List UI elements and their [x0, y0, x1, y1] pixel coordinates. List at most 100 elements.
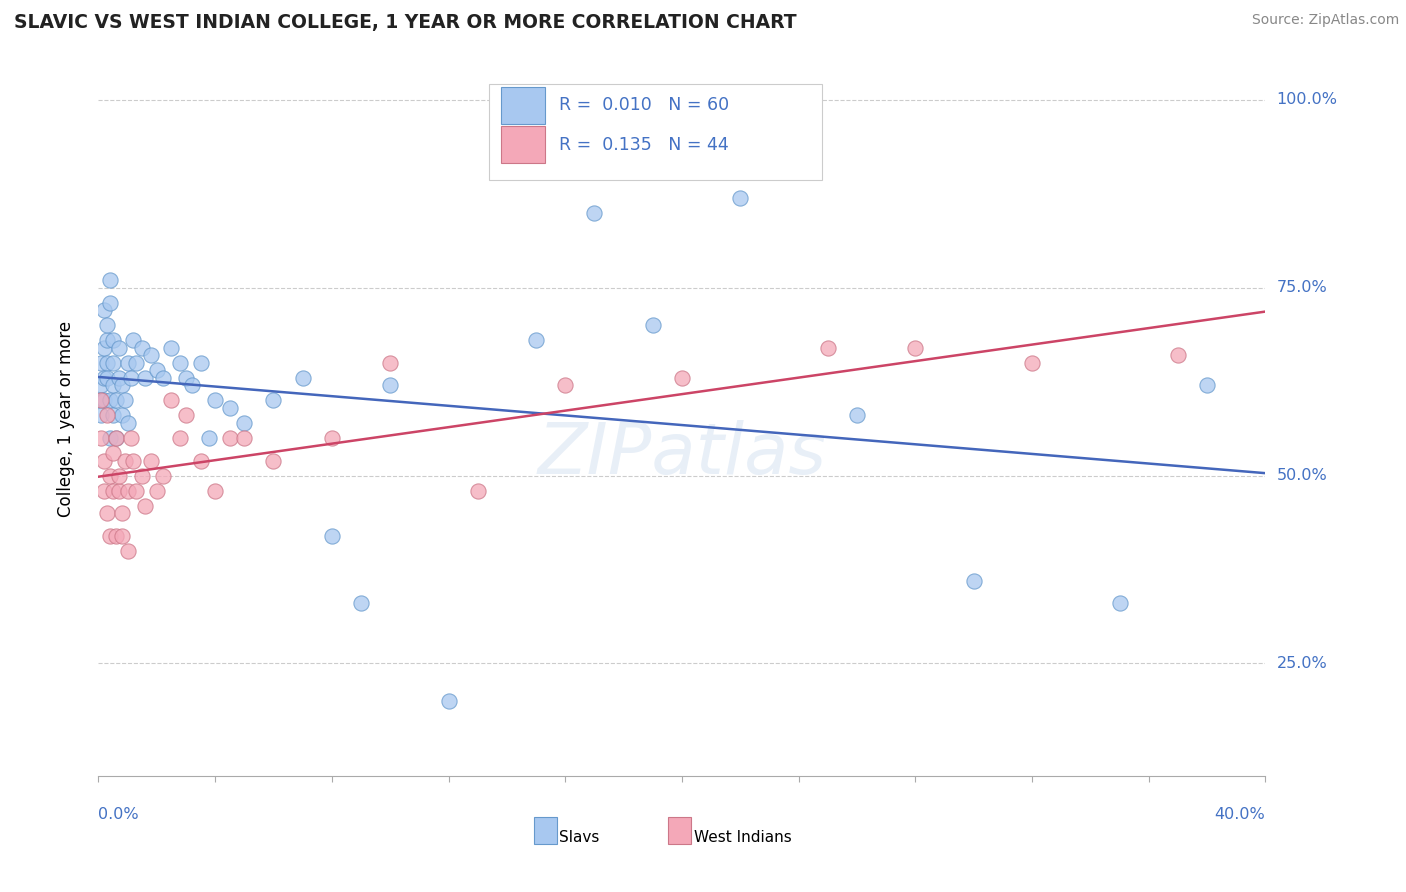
- Point: [152, 371, 174, 385]
- Point: [152, 468, 174, 483]
- Point: [98, 273, 121, 287]
- Text: 100.0%: 100.0%: [1277, 93, 1337, 108]
- Point: [321, 529, 343, 543]
- Point: [146, 363, 169, 377]
- Point: [96, 506, 118, 520]
- Point: [90, 393, 112, 408]
- Point: [98, 529, 121, 543]
- Point: [122, 334, 145, 348]
- Point: [90, 393, 112, 408]
- Point: [174, 371, 197, 385]
- Bar: [534, 817, 557, 844]
- Bar: [668, 817, 692, 844]
- Point: [117, 483, 139, 498]
- Point: [125, 356, 148, 370]
- Bar: [501, 126, 546, 163]
- Point: [125, 483, 148, 498]
- Point: [134, 371, 156, 385]
- Y-axis label: College, 1 year or more: College, 1 year or more: [56, 321, 75, 517]
- Point: [233, 416, 256, 430]
- Text: ZIPatlas: ZIPatlas: [537, 420, 827, 490]
- Point: [111, 409, 134, 423]
- Point: [114, 453, 136, 467]
- Point: [117, 356, 139, 370]
- Point: [218, 401, 240, 415]
- Point: [1167, 348, 1189, 362]
- Point: [321, 431, 343, 445]
- Point: [117, 543, 139, 558]
- Point: [169, 356, 191, 370]
- Point: [846, 409, 869, 423]
- Point: [437, 694, 460, 708]
- Point: [169, 431, 191, 445]
- Point: [120, 431, 142, 445]
- Point: [108, 483, 131, 498]
- Point: [98, 393, 121, 408]
- Point: [1108, 596, 1130, 610]
- Point: [146, 483, 169, 498]
- Text: 50.0%: 50.0%: [1277, 468, 1327, 483]
- Point: [671, 371, 693, 385]
- Text: R =  0.135   N = 44: R = 0.135 N = 44: [560, 136, 730, 153]
- Point: [101, 446, 124, 460]
- Point: [204, 393, 226, 408]
- Point: [90, 378, 112, 392]
- Text: SLAVIC VS WEST INDIAN COLLEGE, 1 YEAR OR MORE CORRELATION CHART: SLAVIC VS WEST INDIAN COLLEGE, 1 YEAR OR…: [14, 13, 797, 32]
- Point: [101, 334, 124, 348]
- Point: [204, 483, 226, 498]
- Point: [554, 378, 576, 392]
- Point: [291, 371, 314, 385]
- Point: [218, 431, 240, 445]
- Point: [108, 468, 131, 483]
- Point: [104, 431, 127, 445]
- Point: [93, 371, 115, 385]
- Bar: [501, 87, 546, 124]
- Point: [104, 529, 127, 543]
- Point: [98, 431, 121, 445]
- Point: [139, 453, 162, 467]
- Point: [190, 356, 212, 370]
- Point: [104, 431, 127, 445]
- Point: [90, 431, 112, 445]
- Point: [131, 341, 153, 355]
- Point: [730, 191, 752, 205]
- Point: [93, 341, 115, 355]
- Point: [139, 348, 162, 362]
- Text: Source: ZipAtlas.com: Source: ZipAtlas.com: [1251, 13, 1399, 28]
- Point: [96, 318, 118, 333]
- Point: [101, 356, 124, 370]
- Point: [98, 295, 121, 310]
- Point: [380, 378, 402, 392]
- Point: [96, 334, 118, 348]
- FancyBboxPatch shape: [489, 84, 823, 180]
- Text: R =  0.010   N = 60: R = 0.010 N = 60: [560, 96, 730, 114]
- Point: [350, 596, 373, 610]
- Point: [1195, 378, 1218, 392]
- Point: [198, 431, 221, 445]
- Point: [101, 483, 124, 498]
- Point: [262, 393, 284, 408]
- Point: [160, 393, 183, 408]
- Text: 75.0%: 75.0%: [1277, 280, 1327, 295]
- Point: [111, 378, 134, 392]
- Text: 40.0%: 40.0%: [1215, 806, 1265, 822]
- Point: [93, 393, 115, 408]
- Point: [96, 371, 118, 385]
- Point: [962, 574, 984, 588]
- Point: [1021, 356, 1043, 370]
- Point: [467, 483, 489, 498]
- Point: [90, 356, 112, 370]
- Point: [114, 393, 136, 408]
- Point: [104, 393, 127, 408]
- Point: [524, 334, 547, 348]
- Point: [120, 371, 142, 385]
- Point: [583, 205, 606, 219]
- Point: [904, 341, 927, 355]
- Point: [380, 356, 402, 370]
- Point: [641, 318, 664, 333]
- Point: [93, 303, 115, 318]
- Point: [117, 416, 139, 430]
- Point: [233, 431, 256, 445]
- Point: [98, 468, 121, 483]
- Text: Slavs: Slavs: [560, 830, 600, 845]
